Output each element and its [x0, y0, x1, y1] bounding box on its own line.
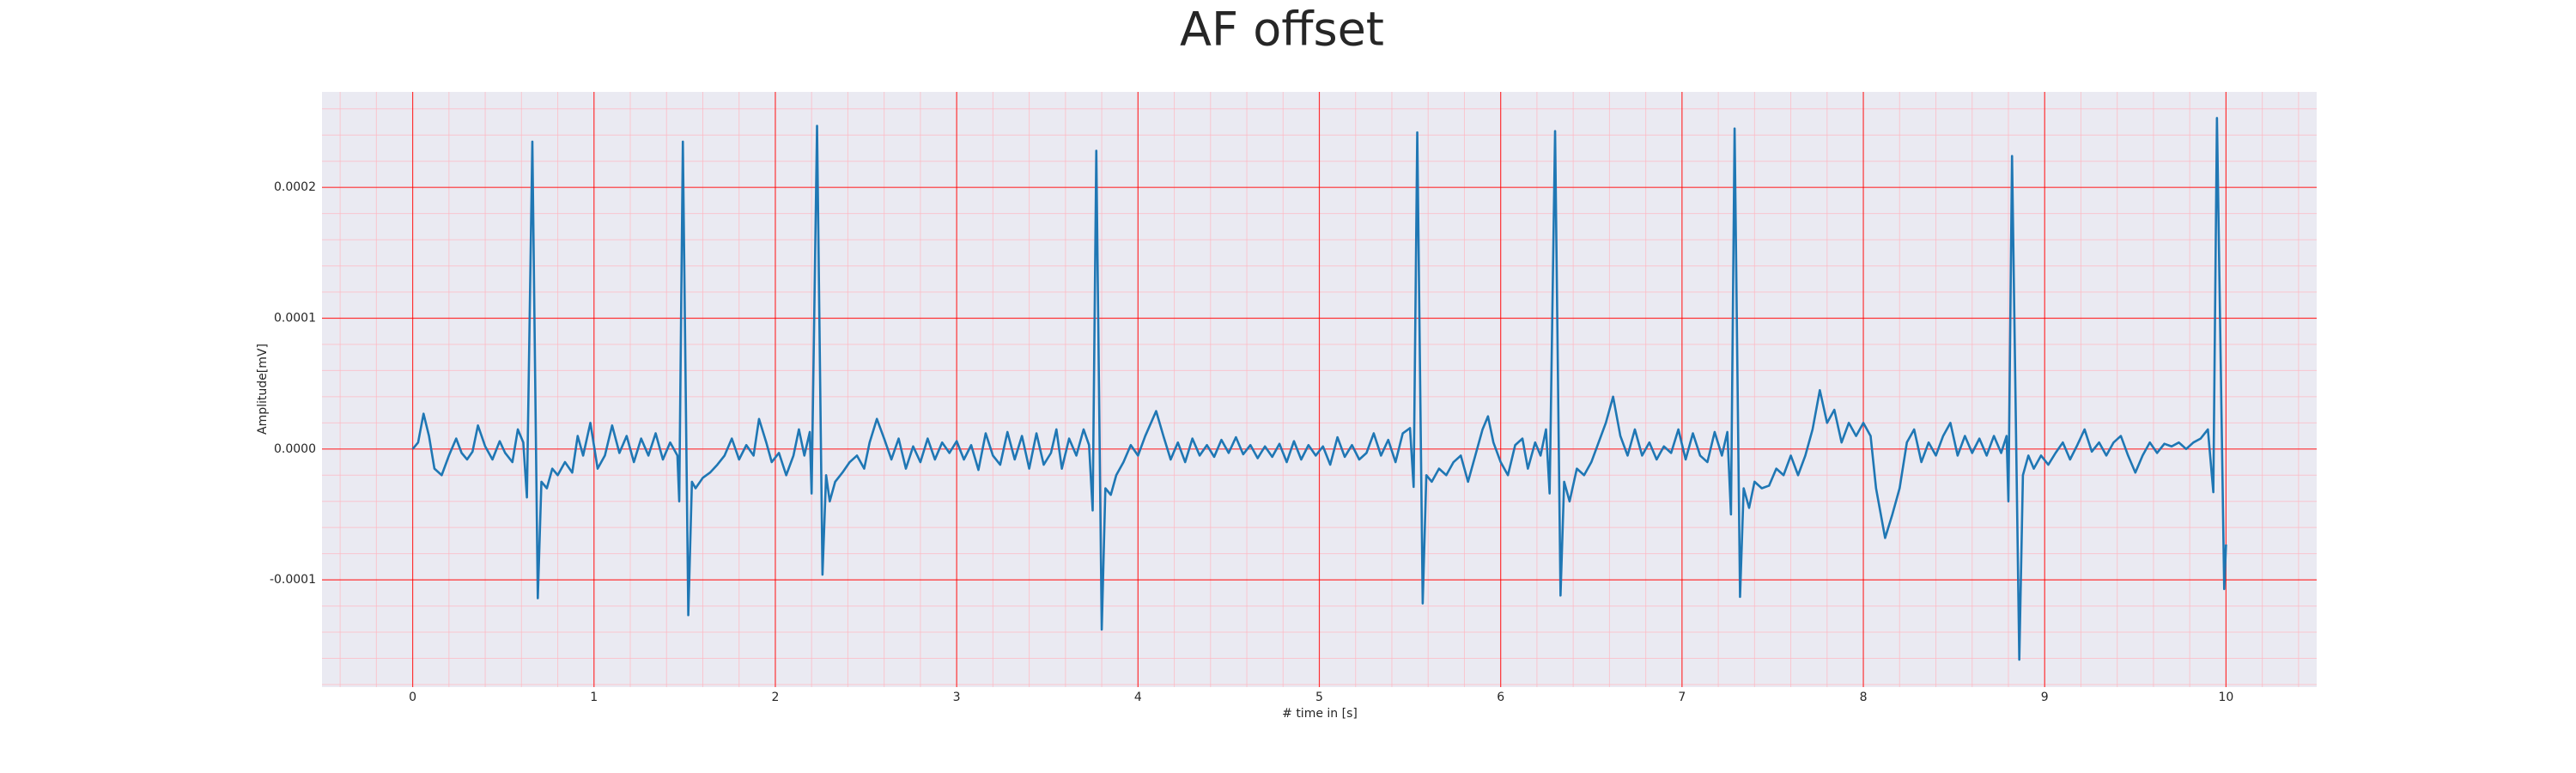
y-tick-label: 0.0000 — [274, 442, 316, 456]
y-tick-label: 0.0002 — [274, 180, 316, 194]
x-tick-label: 6 — [1497, 691, 1504, 704]
x-tick-label: 1 — [590, 691, 598, 704]
signal-line — [411, 117, 2227, 661]
x-tick-label: 0 — [409, 691, 416, 704]
y-axis-label: Amplitude[mV] — [256, 344, 270, 435]
x-tick-label: 4 — [1134, 691, 1142, 704]
x-tick-label: 2 — [771, 691, 779, 704]
x-tick-label: 9 — [2041, 691, 2049, 704]
y-tick-label: 0.0001 — [274, 311, 316, 325]
x-tick-label: 5 — [1315, 691, 1323, 704]
x-tick-label: 3 — [953, 691, 961, 704]
y-tick-label: -0.0001 — [270, 573, 316, 587]
x-axis-label: # time in [s] — [1282, 707, 1358, 721]
x-tick-label: 10 — [2218, 691, 2233, 704]
x-tick-label: 7 — [1678, 691, 1686, 704]
chart-title: AF offset — [1180, 3, 1384, 57]
x-tick-label: 8 — [1860, 691, 1868, 704]
